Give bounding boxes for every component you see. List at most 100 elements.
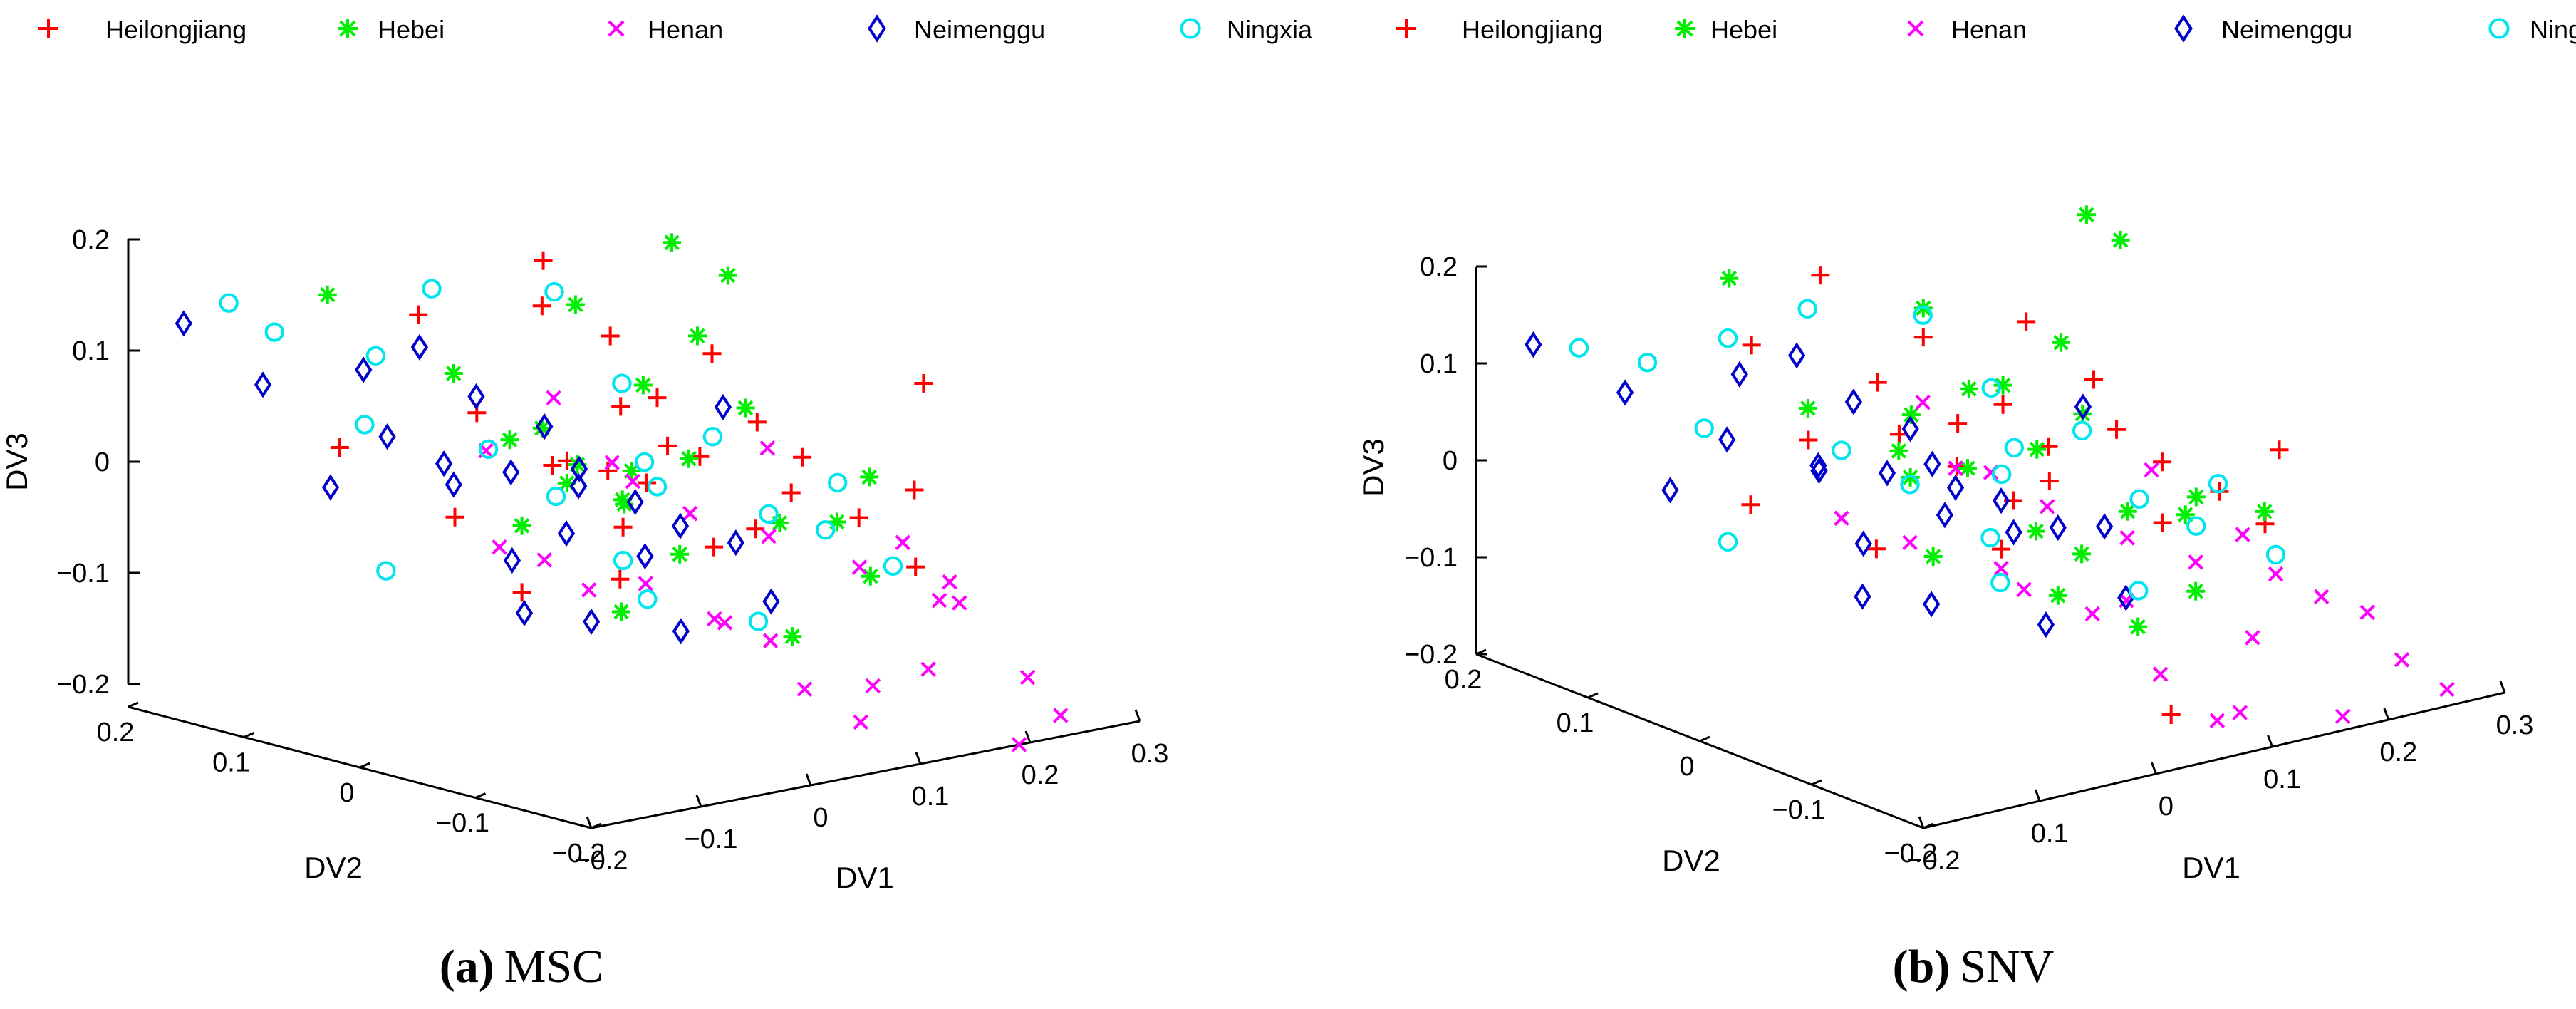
z-tick-label: −0.1 (1404, 543, 1458, 573)
point-henan (1011, 737, 1027, 752)
point-neimenggu (570, 472, 588, 500)
point-heilongjiang (543, 456, 562, 475)
point-henan (546, 390, 561, 406)
point-ningxia (422, 279, 442, 299)
legend-label-hebei: Hebei (378, 15, 445, 44)
point-henan (2313, 589, 2330, 605)
point-ningxia (1981, 378, 2001, 398)
legend-marker-ningxia (2488, 18, 2510, 39)
point-hebei (1959, 379, 1978, 398)
point-hebei (1923, 547, 1943, 566)
point-hebei (2176, 505, 2195, 524)
point-hebei (2027, 440, 2047, 459)
point-henan (920, 661, 936, 677)
point-heilongjiang (747, 413, 767, 432)
z-tick-label: 0.2 (72, 225, 110, 255)
point-henan (2359, 604, 2376, 621)
point-ningxia (1913, 305, 1933, 325)
point-heilongjiang (2153, 452, 2172, 472)
point-neimenggu (1718, 426, 1736, 453)
point-heilongjiang (746, 519, 765, 539)
z-tick-label: 0.1 (72, 336, 110, 366)
point-heilongjiang (2039, 437, 2058, 456)
point-hebei (500, 430, 519, 450)
point-ningxia (1992, 464, 2012, 485)
point-henan (707, 611, 722, 627)
point-heilongjiang (637, 473, 656, 492)
point-ningxia (815, 520, 836, 540)
point-neimenggu (2095, 513, 2114, 540)
point-hebei (2027, 522, 2046, 541)
caption-label-snv: (b) (1893, 941, 1951, 993)
y-tick (1811, 779, 1822, 786)
point-ningxia (612, 373, 632, 393)
point-heilongjiang (613, 517, 633, 537)
point-ningxia (546, 486, 566, 507)
y-tick (474, 792, 487, 799)
point-neimenggu (636, 542, 654, 570)
point-henan (2084, 606, 2100, 622)
point-neimenggu (410, 333, 429, 361)
point-heilongjiang (2084, 370, 2104, 389)
point-ningxia (638, 589, 658, 609)
point-neimenggu (175, 310, 192, 337)
legend-label-ningxia: Ningxia (1227, 15, 1313, 44)
point-henan (895, 534, 911, 551)
point-heilongjiang (330, 438, 349, 457)
point-neimenggu (762, 588, 780, 615)
zlabel-snv: DV3 (1356, 438, 1390, 497)
point-ningxia (1990, 572, 2010, 593)
point-hebei (718, 266, 737, 285)
point-neimenggu (321, 474, 340, 501)
y-tick-label: 0 (339, 778, 354, 808)
point-neimenggu (1809, 452, 1827, 479)
point-neimenggu (727, 529, 744, 557)
point-ningxia (1569, 338, 1589, 358)
legend-snv: Heilongjiang Hebei Henan Neimenggu Ningxia (1396, 14, 2576, 44)
point-heilongjiang (2270, 440, 2289, 460)
axes-snv: −0.20.100.10.20.3−0.2−0.100.10.2−0.2−0.1… (1404, 252, 2533, 876)
point-heilongjiang (1799, 430, 1818, 450)
point-henan (2039, 499, 2055, 514)
point-hebei (680, 449, 698, 468)
point-heilongjiang (445, 507, 464, 527)
point-heilongjiang (611, 397, 630, 416)
x-tick (2034, 789, 2041, 802)
x-tick (805, 773, 812, 786)
point-heilongjiang (2153, 513, 2172, 532)
point-neimenggu (2005, 519, 2022, 546)
point-ningxia (376, 561, 396, 581)
point-heilongjiang (906, 557, 925, 576)
point-neimenggu (672, 618, 690, 645)
z-tick-label: 0 (95, 447, 110, 477)
point-henan (1993, 561, 2009, 576)
y-tick-label: 0.2 (1445, 665, 1482, 695)
point-neimenggu (1854, 583, 1871, 610)
legend-label-henan: Henan (1951, 15, 2027, 44)
caption-snv: (b) SNV (1893, 941, 2055, 993)
plot-snv: −0.20.100.10.20.3−0.2−0.100.10.2−0.2−0.1… (1356, 205, 2533, 993)
point-hebei (2077, 205, 2096, 224)
x-tick-label: 0.2 (2379, 738, 2417, 767)
y-tick-label: 0.1 (212, 748, 250, 778)
point-hebei (2255, 502, 2274, 521)
z-tick-label: 0 (1443, 446, 1458, 476)
point-ningxia (1718, 532, 1738, 552)
point-neimenggu (502, 459, 520, 486)
point-hebei (1798, 399, 1817, 418)
point-neimenggu (1923, 450, 1941, 477)
point-neimenggu (570, 455, 588, 482)
z-tick-label: 0.2 (1420, 252, 1458, 282)
point-ningxia (478, 439, 499, 460)
point-heilongjiang (2040, 472, 2059, 490)
ylabel-snv: DV2 (1662, 844, 1720, 877)
point-henan (2268, 566, 2284, 582)
point-heilongjiang (702, 344, 722, 363)
point-hebei (688, 326, 707, 346)
point-hebei (2052, 333, 2071, 352)
point-henan (1915, 394, 1931, 410)
point-heilongjiang (409, 305, 428, 324)
point-neimenggu (1730, 361, 1748, 388)
point-ningxia (1900, 475, 1920, 495)
y-tick (243, 732, 255, 738)
